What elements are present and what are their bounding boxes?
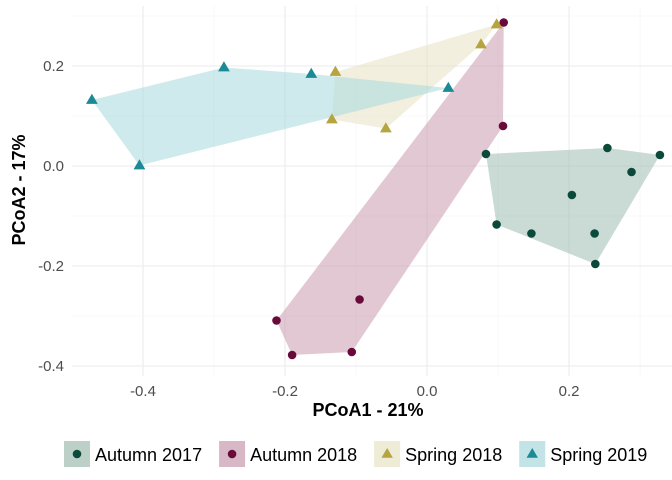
legend-marker-spring-2018 — [381, 448, 393, 458]
legend-label: Spring 2019 — [550, 445, 647, 465]
point-autumn-2017 — [627, 167, 636, 177]
legend-marker-autumn-2018 — [227, 449, 237, 459]
hull-autumn-2017 — [485, 148, 660, 264]
data-points — [85, 18, 665, 360]
point-spring-2019 — [85, 93, 98, 104]
point-spring-2018 — [329, 65, 342, 76]
y-tick-label: 0.0 — [43, 158, 64, 175]
point-spring-2018 — [325, 113, 338, 124]
point-autumn-2018 — [272, 316, 281, 325]
point-spring-2019 — [133, 159, 146, 170]
hull-spring-2019 — [91, 67, 449, 166]
legend-item-autumn-2018: Autumn 2018 — [219, 441, 357, 467]
point-autumn-2017 — [481, 149, 491, 159]
legend-label: Spring 2018 — [405, 445, 502, 465]
legend: Autumn 2017 Autumn 2018 Spring 2018 Spring … — [64, 441, 647, 467]
point-autumn-2018 — [498, 121, 508, 131]
point-spring-2018 — [379, 122, 392, 133]
point-spring-2018 — [490, 18, 503, 29]
y-axis-title: PCoA2 - 17% — [9, 134, 29, 245]
x-tick-label: 0.0 — [417, 383, 438, 400]
tick-labels: -0.4 -0.2 0.0 0.2 -0.4 -0.2 0.0 0.2 — [38, 58, 579, 400]
point-autumn-2017 — [527, 229, 536, 238]
point-autumn-2018 — [355, 295, 364, 304]
point-autumn-2017 — [492, 220, 501, 229]
y-tick-label: 0.2 — [43, 58, 64, 75]
point-autumn-2017 — [567, 190, 577, 200]
x-tick-label: 0.2 — [559, 383, 580, 400]
point-autumn-2017 — [590, 229, 599, 238]
legend-item-spring-2019: Spring 2019 — [519, 441, 647, 467]
legend-label: Autumn 2018 — [250, 445, 357, 465]
hull-autumn-2018 — [276, 22, 504, 355]
x-tick-label: -0.4 — [130, 383, 156, 400]
point-spring-2019 — [305, 67, 318, 78]
legend-item-spring-2018: Spring 2018 — [374, 441, 502, 467]
x-axis-title: PCoA1 - 21% — [312, 400, 423, 420]
y-tick-label: -0.4 — [38, 358, 64, 375]
point-spring-2018 — [475, 38, 487, 49]
point-spring-2019 — [218, 61, 230, 72]
point-spring-2019 — [442, 81, 455, 92]
legend-marker-spring-2019 — [526, 448, 538, 458]
y-tick-label: -0.2 — [38, 258, 64, 275]
point-autumn-2018 — [347, 347, 357, 357]
point-autumn-2017 — [591, 259, 600, 269]
point-autumn-2017 — [603, 143, 612, 153]
group-hulls — [91, 22, 660, 355]
point-autumn-2017 — [655, 150, 665, 160]
legend-marker-autumn-2017 — [72, 449, 82, 459]
x-tick-label: -0.2 — [272, 383, 298, 400]
legend-item-autumn-2017: Autumn 2017 — [64, 441, 202, 467]
point-autumn-2018 — [499, 18, 509, 27]
legend-label: Autumn 2017 — [95, 445, 202, 465]
point-autumn-2018 — [287, 350, 297, 360]
